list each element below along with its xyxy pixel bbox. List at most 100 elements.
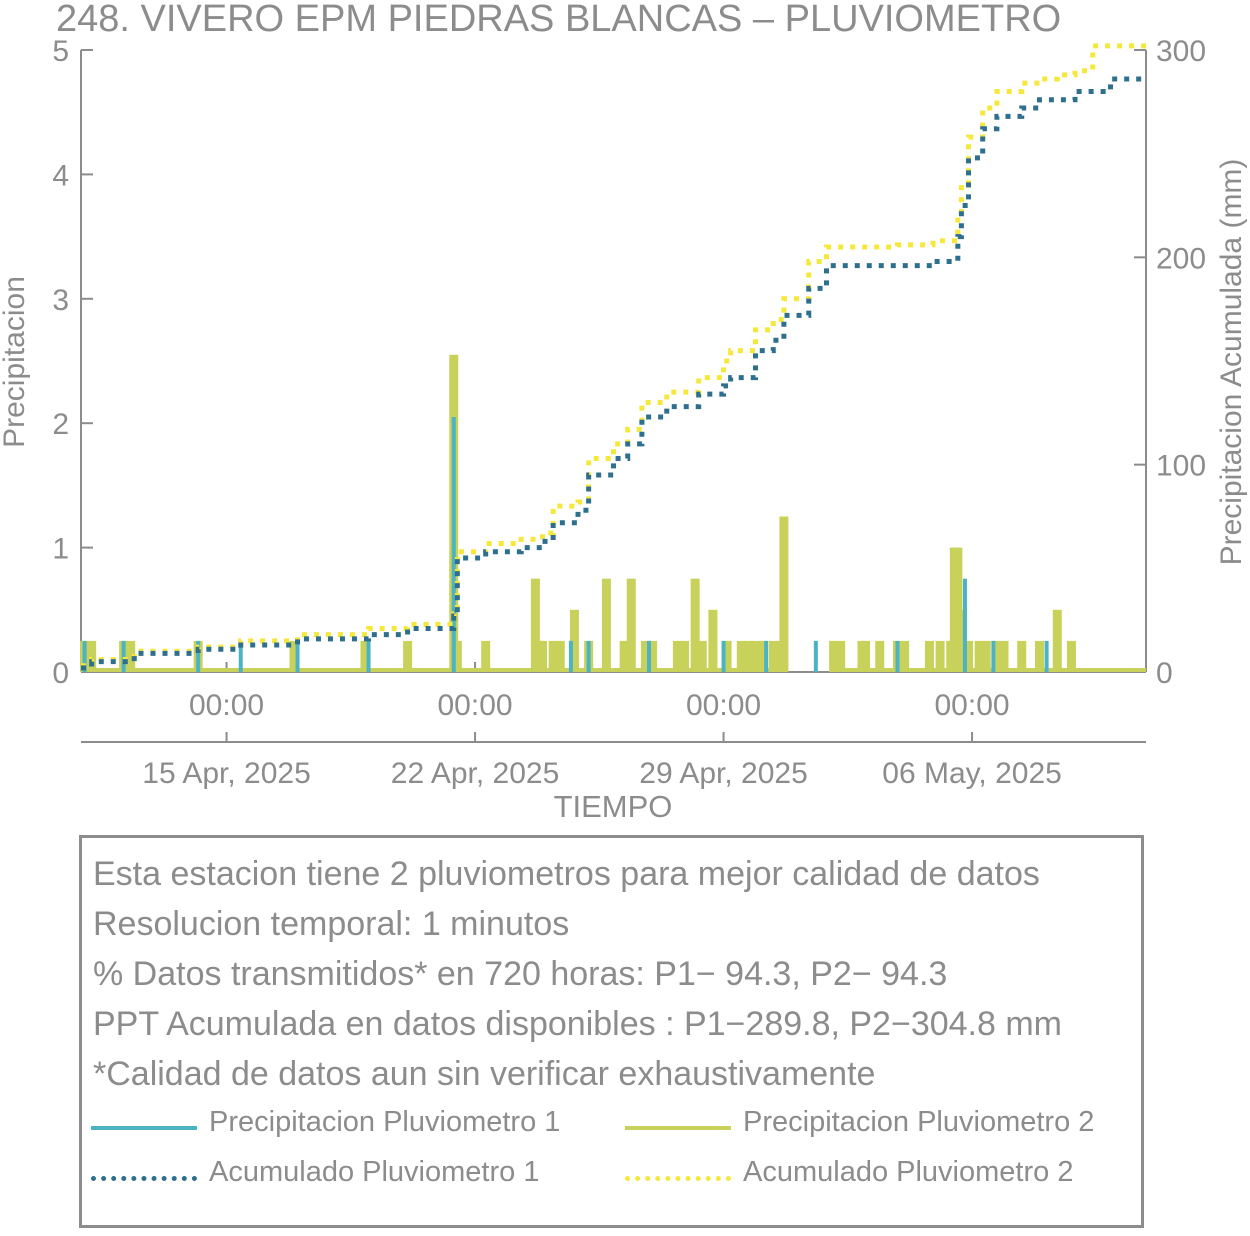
bar-p2 (722, 640, 732, 672)
bar-p1 (295, 640, 300, 672)
y-tick-label: 3 (52, 284, 69, 317)
y-tick-label: 0 (52, 657, 69, 690)
bar-p2 (680, 640, 689, 672)
line-acumulado-p2 (81, 43, 1146, 669)
bar-p1 (568, 640, 573, 672)
bar-p1 (121, 640, 126, 672)
y2-tick-label: 200 (1156, 242, 1206, 275)
bar-p2 (743, 640, 753, 672)
bar-p2 (1052, 609, 1062, 672)
bar-p2 (935, 640, 945, 672)
bar-p2 (619, 640, 629, 672)
bar-p2 (768, 640, 778, 672)
bar-p1 (238, 640, 243, 672)
line-acumulado-p1 (81, 76, 1146, 671)
legend-label-p1: Precipitacion Pluviometro 1 (209, 1106, 561, 1138)
bar-p2 (974, 640, 984, 672)
bar-p2 (640, 640, 650, 672)
info-line-quality: *Calidad de datos aun sin verificar exha… (93, 1055, 876, 1093)
bar-p2 (875, 640, 885, 672)
chart-title: 248. VIVERO EPM PIEDRAS BLANCAS – PLUVIO… (56, 0, 1061, 40)
x-tick-date-label: 06 May, 2025 (882, 757, 1062, 790)
bar-p1 (895, 640, 900, 672)
bar-p2 (530, 578, 540, 672)
bar-p2 (690, 578, 700, 672)
bar-p2 (648, 640, 658, 672)
bar-p2 (403, 640, 413, 672)
bar-p1 (721, 640, 726, 672)
bar-p2 (626, 578, 636, 672)
bar-p2 (452, 640, 462, 672)
bar-p2 (289, 640, 299, 672)
legend-label-p2: Precipitacion Pluviometro 2 (743, 1106, 1095, 1138)
bar-p2 (708, 609, 718, 672)
bar-p2 (87, 640, 97, 672)
y-tick-label: 1 (52, 533, 69, 566)
legend-label-acc1: Acumulado Pluviometro 1 (209, 1156, 540, 1188)
bar-p2 (126, 640, 136, 672)
bar-p2 (601, 578, 611, 672)
bar-p2 (956, 609, 966, 672)
bar-p2 (758, 640, 768, 672)
x-tick-time-label: 00:00 (189, 689, 264, 722)
bar-p2 (1066, 640, 1076, 672)
bar-p2 (481, 640, 491, 672)
x-tick-time-label: 00:00 (438, 689, 513, 722)
bar-p2 (538, 640, 547, 672)
bars-pluviometro-1 (82, 416, 1049, 672)
bar-p1 (813, 640, 818, 672)
bar-p2 (861, 640, 871, 672)
bar-p1 (1044, 640, 1049, 672)
legend-label-acc2: Acumulado Pluviometro 2 (743, 1156, 1074, 1188)
bar-p2 (672, 640, 682, 672)
info-line-resolution: Resolucion temporal: 1 minutos (93, 905, 570, 943)
y-tick-label: 2 (52, 408, 69, 441)
bar-p2 (548, 640, 558, 672)
bar-p1 (196, 640, 201, 672)
x-tick-time-label: 00:00 (686, 689, 761, 722)
bar-p1 (586, 640, 591, 672)
bar-p1 (366, 640, 371, 672)
bar-p2 (900, 640, 910, 672)
bar-p2 (992, 640, 1002, 672)
legend-swatch-acc1 (91, 1176, 197, 1181)
x-tick-time-label: 00:00 (935, 689, 1010, 722)
y-axis-label: Precipitacion (0, 276, 31, 448)
bar-p2 (1017, 640, 1027, 672)
bar-p1 (764, 640, 769, 672)
y-tick-label: 4 (52, 159, 69, 192)
bar-p2 (569, 609, 579, 672)
x-axis-label: TIEMPO (554, 789, 673, 824)
y2-tick-label: 100 (1156, 450, 1206, 483)
bar-p2 (555, 640, 565, 672)
bar-p2 (751, 640, 760, 672)
legend-swatch-p1 (91, 1126, 197, 1130)
y2-tick-label: 300 (1156, 35, 1206, 68)
bar-p2 (981, 640, 991, 672)
rain-chart: 248. VIVERO EPM PIEDRAS BLANCAS – PLUVIO… (0, 0, 1248, 824)
y-tick-label: 5 (52, 35, 69, 68)
x-tick-date-label: 29 Apr, 2025 (639, 757, 808, 790)
bar-p1 (991, 640, 996, 672)
bar-p2 (1035, 640, 1044, 672)
bar-p2 (964, 640, 973, 672)
bar-p1 (962, 578, 967, 672)
y2-axis-label: Precipitacion Acumulada (mm) (1215, 159, 1248, 566)
bar-p2 (360, 640, 370, 672)
bar-p2 (779, 516, 789, 672)
bar-p2 (999, 640, 1009, 672)
bar-p2 (836, 640, 846, 672)
legend-swatch-p2 (625, 1126, 731, 1130)
bar-p2 (829, 640, 839, 672)
bar-p2 (697, 640, 707, 672)
bar-p2 (924, 640, 934, 672)
bar-p1 (82, 640, 87, 672)
accumulated-lines (81, 43, 1146, 671)
chart-axes: 0 1 2 3 4 5 0 100 200 300 00:00 15 Apr, 2025 00:00 22… (52, 35, 1206, 790)
x-tick-date-label: 15 Apr, 2025 (142, 757, 311, 790)
bar-p1 (451, 416, 456, 672)
bar-p2 (736, 640, 746, 672)
legend-swatch-acc2 (625, 1176, 731, 1181)
y2-tick-label: 0 (1156, 657, 1173, 690)
info-line-stations: Esta estacion tiene 2 pluviometros para … (93, 855, 1040, 893)
